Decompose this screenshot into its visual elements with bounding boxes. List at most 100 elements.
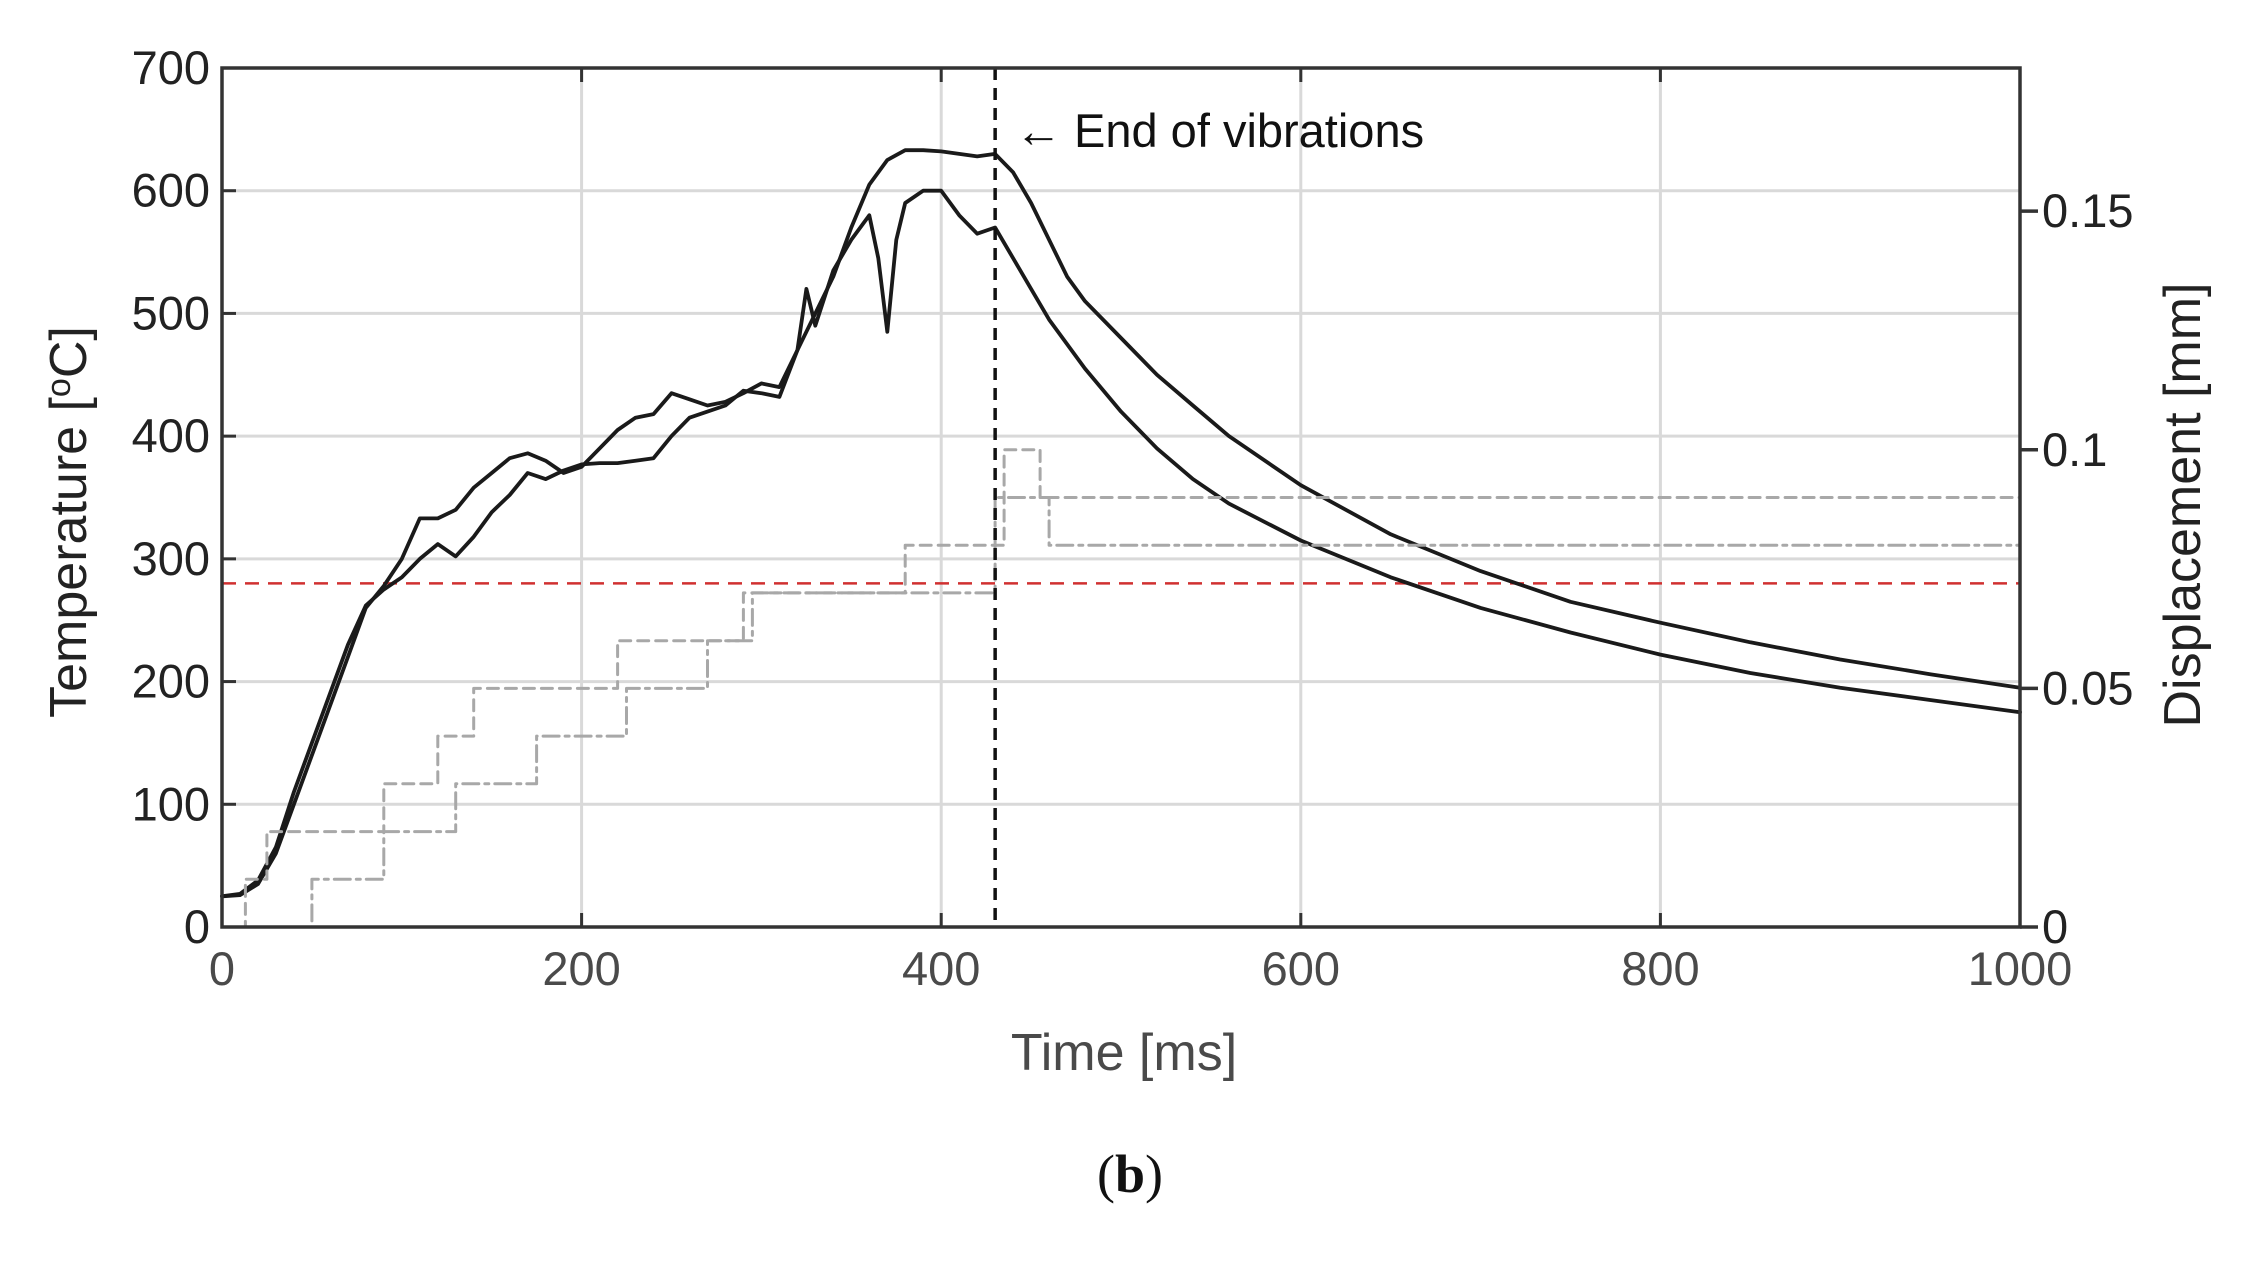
series-2-point-22 [617,462,619,464]
caption-close-paren: ) [1145,1144,1163,1204]
series-2-point-14 [473,536,475,538]
series-line-3 [220,448,2022,929]
series-1-point-16 [509,457,511,459]
series-1-point-50 [1156,374,1158,376]
series-1-point-57 [1660,622,1662,624]
y-left-tick-label-2: 200 [132,655,210,708]
series-1-point-13 [455,509,457,511]
y-left-tick-label-1: 100 [132,777,210,830]
y-left-tick-label-0: 0 [184,900,210,953]
series-1-point-12 [437,518,439,520]
caption-letter: b [1115,1144,1145,1204]
series-1-point-28 [725,401,727,403]
series-group [220,148,2022,929]
series-1-point-6 [329,705,331,707]
series-4-point-10 [626,688,628,690]
series-1-point-52 [1228,435,1230,437]
series-1-point-60 [1929,673,1931,675]
series-3-point-9 [473,735,475,737]
series-1-point-27 [707,405,709,407]
series-1-point-17 [527,453,529,455]
series-1-point-33 [815,313,817,315]
series-1-point-40 [940,151,942,153]
series-2-point-30 [761,392,763,394]
y-axis-label-right: Displacement [mm] [2154,283,2212,728]
series-2-point-54 [1228,503,1230,505]
y-axis-label-left-text: Temperature [ [40,397,98,718]
caption-open-paren: ( [1097,1144,1115,1204]
series-1-point-35 [851,227,853,229]
series-line-2 [220,188,2022,899]
series-2-point-20 [581,464,583,466]
series-1-point-59 [1839,659,1841,661]
series-2-point-36 [851,239,853,241]
series-1-point-41 [958,153,960,155]
series-2-point-1 [239,893,241,895]
series-4-point-6 [455,783,457,785]
series-2-point-34 [815,325,817,327]
series-1-point-7 [347,656,349,658]
series-2-point-44 [958,215,960,217]
series-1-point-30 [761,383,763,385]
series-2-point-18 [545,478,547,480]
axes-group [220,66,2038,929]
series-4-point-18 [1048,544,1050,546]
series-1-point-2 [257,883,259,885]
series-2-point-37 [869,215,871,217]
y-axis-label-left-unit: C] [40,326,98,378]
labels-group: 0 200 400 600 800 100001002003004005006007000… [132,41,2134,995]
series-3-point-16 [904,544,906,546]
series-3-point-2 [245,879,247,881]
series-2-point-15 [491,511,493,513]
series-2-point-9 [383,589,385,591]
series-1-point-48 [1084,300,1086,302]
y-axis-label-left-degree: o [40,378,78,397]
series-2-point-29 [743,390,745,392]
series-1-point-14 [473,487,475,489]
series-1-point-36 [869,184,871,186]
series-1-point-39 [922,149,924,151]
series-2-point-49 [1048,319,1050,321]
figure-caption: (b) [1097,1144,1163,1204]
series-1-point-51 [1192,405,1194,407]
series-2-point-16 [509,494,511,496]
series-2-point-39 [887,331,889,333]
y-left-tick-label-4: 400 [132,409,210,462]
series-1-point-24 [653,413,655,415]
series-2-point-24 [653,457,655,459]
grid-lines [222,68,2020,927]
series-4-point-4 [383,831,385,833]
series-4-point-9 [626,735,628,737]
series-1-point-26 [689,399,691,401]
series-2-point-17 [527,472,529,474]
series-1-point-55 [1480,570,1482,572]
series-3-point-18 [1003,449,1005,451]
series-2-point-42 [922,190,924,192]
series-2-point-28 [725,405,727,407]
series-2-point-53 [1192,478,1194,480]
annotation-arrow: ← [1015,104,1062,157]
series-2-point-33 [806,288,808,290]
series-2-point-58 [1570,632,1572,634]
series-2-point-10 [401,577,403,579]
series-4-point-17 [1048,497,1050,499]
series-2-point-43 [940,190,942,192]
series-line-1 [220,148,2022,899]
series-2-point-45 [976,233,978,235]
series-3-point-8 [437,735,439,737]
y-left-tick-label-7: 700 [132,41,210,94]
series-1-point-53 [1300,484,1302,486]
y-right-tick-label-0: 0 [2042,900,2068,953]
series-1-point-45 [1030,202,1032,204]
series-1-point-38 [904,149,906,151]
x-tick-label-0: 0 [209,942,235,995]
x-tick-label-2: 400 [902,942,980,995]
series-3-point-10 [473,688,475,690]
series-4-point-7 [536,783,538,785]
series-4-point-8 [536,735,538,737]
series-2-point-5 [311,742,313,744]
series-3-point-19 [1039,449,1041,451]
series-2-point-62 [1929,699,1931,701]
series-4-point-5 [455,831,457,833]
